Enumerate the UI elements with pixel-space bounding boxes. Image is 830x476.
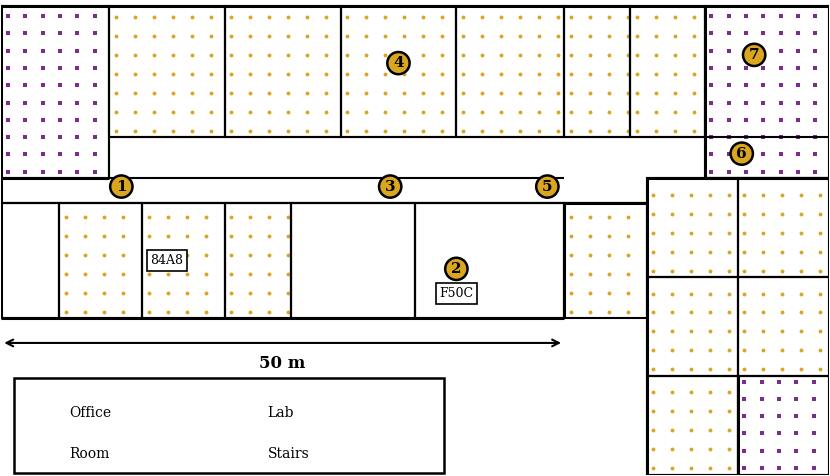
Circle shape — [388, 52, 410, 74]
Bar — [142, 203, 225, 318]
Bar — [564, 203, 647, 318]
Text: F50C: F50C — [439, 287, 473, 300]
Bar — [340, 6, 456, 137]
Bar — [647, 178, 738, 277]
Bar — [705, 6, 828, 178]
Bar — [109, 6, 225, 137]
Bar — [738, 376, 828, 475]
Bar — [564, 6, 630, 137]
Circle shape — [730, 142, 753, 165]
Bar — [221, 400, 258, 425]
Text: Lab: Lab — [268, 406, 295, 420]
Bar — [738, 277, 828, 376]
Text: 84A8: 84A8 — [150, 254, 183, 267]
Bar — [221, 400, 258, 425]
Bar — [564, 203, 647, 318]
Bar — [225, 203, 291, 318]
Text: 4: 4 — [393, 56, 403, 70]
Bar — [291, 203, 415, 318]
Bar — [564, 6, 630, 137]
Bar — [738, 376, 828, 475]
Text: 7: 7 — [749, 48, 759, 62]
Bar — [647, 178, 738, 277]
Circle shape — [743, 44, 765, 66]
Bar — [738, 178, 828, 277]
Bar — [22, 442, 59, 466]
Text: Room: Room — [69, 447, 110, 461]
Bar — [225, 6, 340, 137]
Bar — [2, 203, 59, 318]
Bar — [221, 442, 258, 466]
Bar — [2, 203, 59, 318]
Text: 5: 5 — [542, 179, 553, 194]
Bar — [738, 178, 828, 277]
Text: 3: 3 — [385, 179, 396, 194]
Bar — [647, 376, 738, 475]
Bar — [415, 203, 564, 318]
Bar — [14, 378, 444, 473]
Bar — [221, 442, 258, 466]
Bar — [2, 137, 828, 203]
Bar — [59, 203, 142, 318]
Circle shape — [445, 258, 467, 280]
Text: 6: 6 — [736, 147, 747, 160]
Circle shape — [379, 176, 402, 198]
Circle shape — [110, 176, 133, 198]
Text: 1: 1 — [116, 179, 127, 194]
Text: Stairs: Stairs — [268, 447, 310, 461]
Bar — [340, 6, 456, 137]
Bar — [22, 400, 59, 425]
Bar — [457, 6, 564, 137]
Circle shape — [536, 176, 559, 198]
Bar — [705, 6, 828, 178]
Bar — [225, 203, 291, 318]
Bar — [225, 6, 340, 137]
Bar — [22, 400, 59, 425]
Bar — [647, 277, 738, 376]
Text: 50 m: 50 m — [260, 355, 305, 372]
Bar — [22, 442, 59, 466]
Bar — [291, 203, 415, 318]
Bar — [415, 203, 564, 318]
Bar — [59, 203, 142, 318]
Bar — [647, 376, 738, 475]
Bar — [109, 6, 225, 137]
Bar — [2, 6, 109, 178]
Bar — [142, 203, 225, 318]
Bar — [630, 6, 705, 137]
Text: 2: 2 — [452, 262, 461, 276]
Bar — [738, 277, 828, 376]
Bar — [647, 277, 738, 376]
Bar — [630, 6, 705, 137]
Bar — [2, 6, 109, 178]
Bar — [457, 6, 564, 137]
Text: Office: Office — [69, 406, 111, 420]
